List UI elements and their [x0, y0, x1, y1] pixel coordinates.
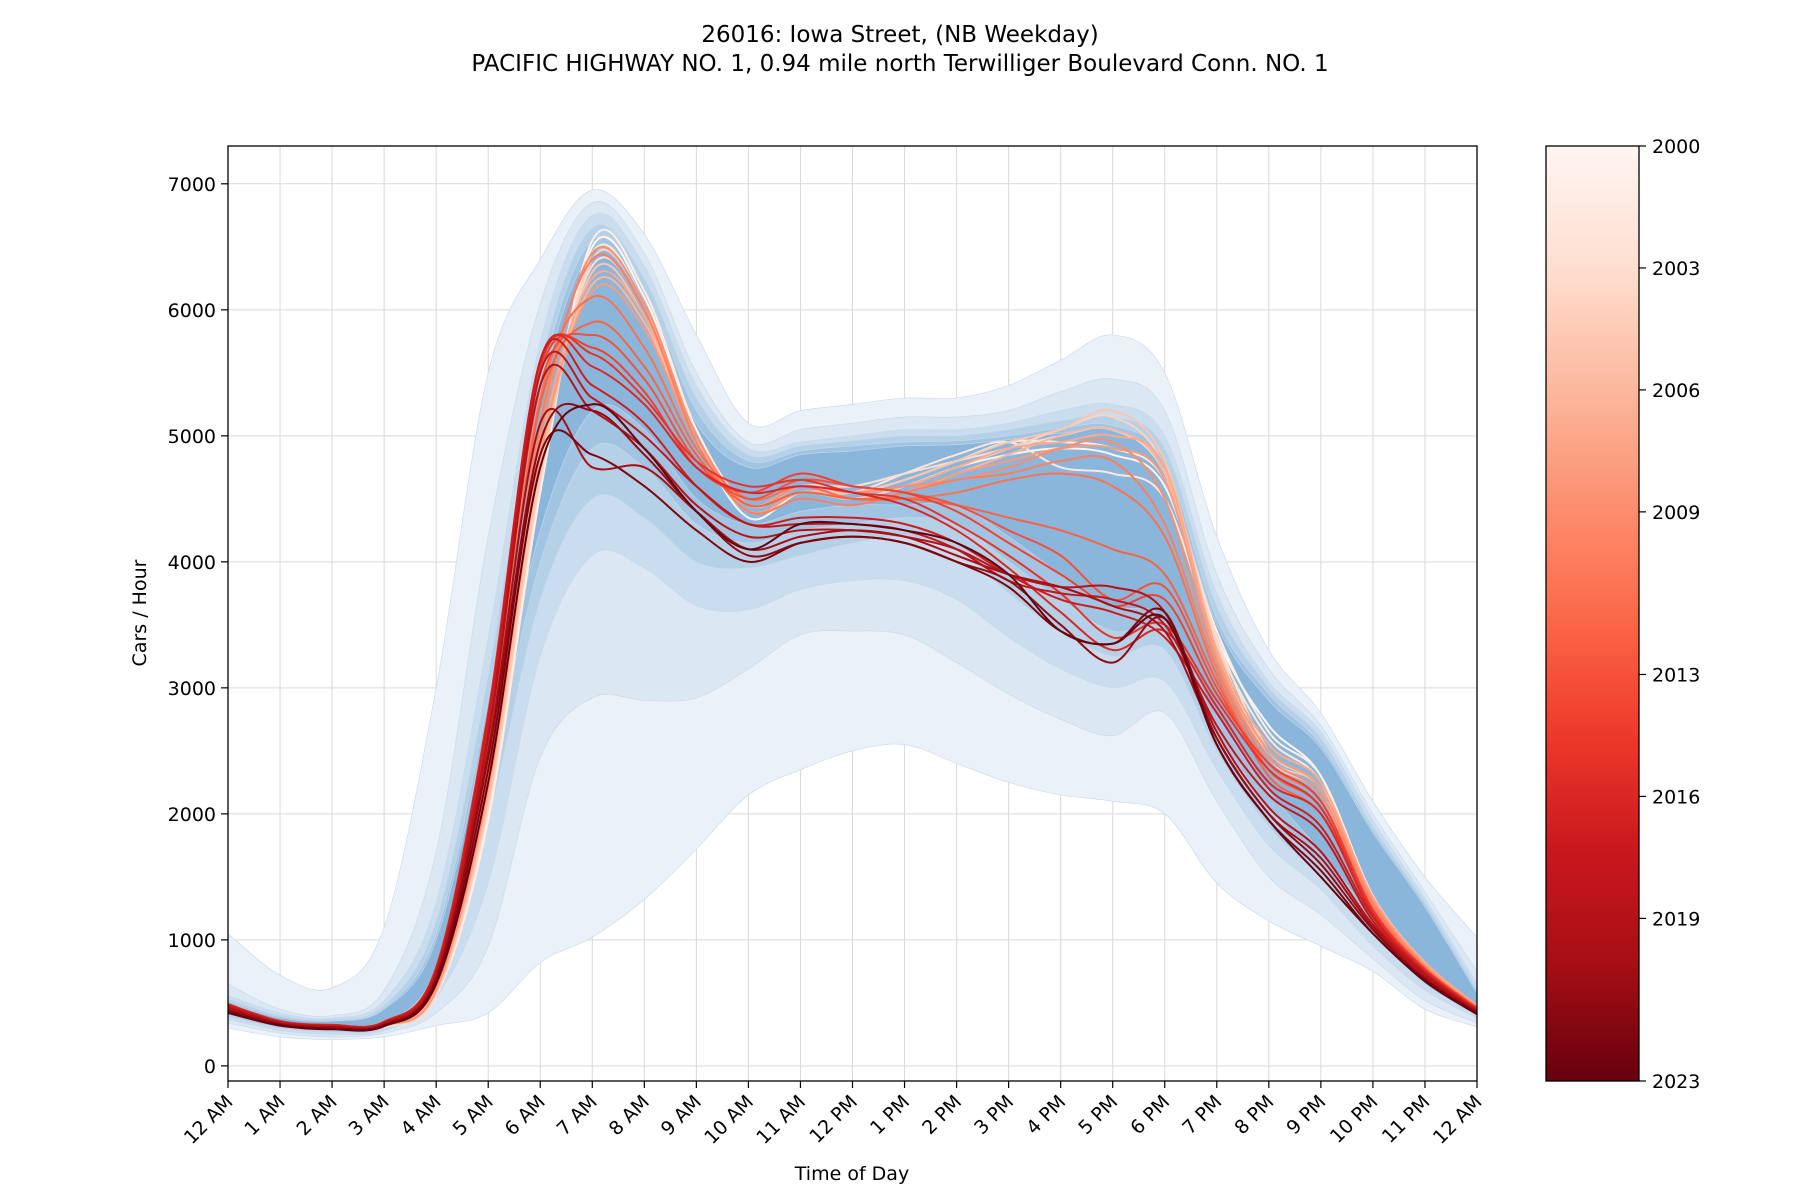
colorbar-tick-label-2: 2006: [1652, 380, 1700, 402]
colorbar-ticks: 2000 2003 2006 2009 2013 2016 2019 2023: [1639, 136, 1700, 1093]
x-tick-label-15: 3 PM: [970, 1091, 1018, 1139]
year-line-2019: [228, 363, 1477, 1030]
x-tick-label-0: 12 AM: [180, 1091, 238, 1149]
x-tick-label-22: 10 PM: [1326, 1091, 1383, 1148]
year-line-2023: [228, 403, 1477, 1032]
y-tick-label-2: 2000: [168, 804, 216, 826]
y-tick-label-5: 5000: [168, 426, 216, 448]
x-tick-label-10: 10 AM: [700, 1091, 758, 1149]
y-tick-label-3: 3000: [168, 678, 216, 700]
chart-subtitle: PACIFIC HIGHWAY NO. 1, 0.94 mile north T…: [471, 51, 1329, 77]
y-tick-label-6: 6000: [168, 300, 216, 322]
x-tick-label-6: 6 AM: [501, 1091, 550, 1140]
colorbar-tick-label-0: 2000: [1652, 136, 1700, 158]
colorbar-tick-label-1: 2003: [1652, 258, 1700, 280]
x-tick-label-13: 1 PM: [866, 1091, 914, 1139]
x-tick-label-21: 9 PM: [1282, 1091, 1330, 1139]
x-tick-label-12: 12 PM: [805, 1091, 862, 1148]
x-tick-label-9: 9 AM: [657, 1091, 706, 1140]
x-tick-label-1: 1 AM: [240, 1091, 289, 1140]
x-axis-label: Time of Day: [794, 1163, 909, 1185]
colorbar: 2000 2003 2006 2009 2013 2016 2019 2023: [1545, 136, 1700, 1093]
y-tick-label-4: 4000: [168, 552, 216, 574]
colorbar-gradient: [1545, 145, 1640, 1082]
y-axis-label: Cars / Hour: [129, 559, 151, 666]
x-tick-label-19: 7 PM: [1178, 1091, 1226, 1139]
y-tick-label-0: 0: [204, 1056, 216, 1078]
x-tick-label-11: 11 AM: [752, 1091, 810, 1149]
x-tick-label-17: 5 PM: [1074, 1091, 1122, 1139]
x-tick-label-18: 6 PM: [1126, 1091, 1174, 1139]
x-tick-label-16: 4 PM: [1022, 1091, 1070, 1139]
y-axis: 0 1000 2000 3000 4000 5000 6000 7000: [168, 174, 228, 1078]
colorbar-tick-label-7: 2023: [1652, 1071, 1700, 1093]
y-tick-label-1: 1000: [168, 930, 216, 952]
colorbar-tick-label-6: 2019: [1652, 908, 1700, 930]
x-tick-label-14: 2 PM: [918, 1091, 966, 1139]
x-tick-label-24: 12 AM: [1429, 1091, 1487, 1149]
x-tick-label-20: 8 PM: [1230, 1091, 1278, 1139]
x-tick-label-3: 3 AM: [344, 1091, 393, 1140]
x-tick-label-2: 2 AM: [292, 1091, 341, 1140]
chart-title: 26016: Iowa Street, (NB Weekday): [701, 22, 1099, 48]
x-tick-label-8: 8 AM: [605, 1091, 654, 1140]
x-tick-label-7: 7 AM: [553, 1091, 602, 1140]
colorbar-tick-label-3: 2009: [1652, 502, 1700, 524]
x-tick-label-5: 5 AM: [449, 1091, 498, 1140]
colorbar-tick-label-4: 2013: [1652, 664, 1700, 686]
colorbar-tick-label-5: 2016: [1652, 786, 1700, 808]
x-tick-label-23: 11 PM: [1378, 1091, 1435, 1148]
x-tick-label-4: 4 AM: [397, 1091, 446, 1140]
year-lines: [228, 228, 1477, 1032]
year-line-2017: [228, 338, 1477, 1029]
x-axis: 12 AM 1 AM 2 AM 3 AM 4 AM 5 AM 6 AM 7 AM 8 AM 9 A…: [180, 1081, 1487, 1149]
y-tick-label-7: 7000: [168, 174, 216, 196]
